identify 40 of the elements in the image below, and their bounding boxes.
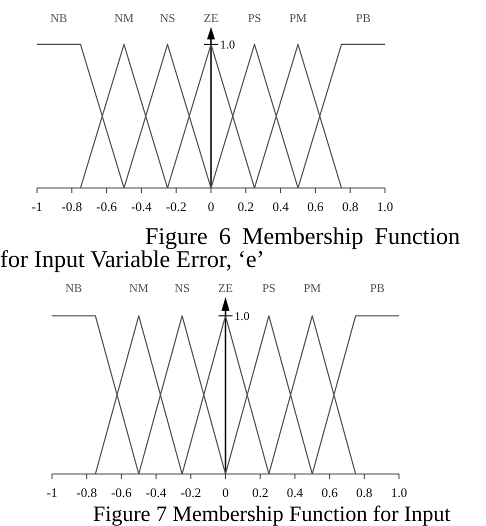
x-tick-label: -0.8 xyxy=(76,485,97,500)
x-tick-label: 0 xyxy=(222,485,229,500)
series-label: NB xyxy=(65,281,82,295)
x-tick-label: -0.4 xyxy=(131,199,152,214)
series-label: PB xyxy=(356,11,371,25)
series-label: NS xyxy=(174,281,190,295)
series-label: NM xyxy=(114,11,134,25)
x-tick-label: 0.4 xyxy=(272,199,290,214)
series-label: NM xyxy=(129,281,149,295)
x-tick-label: -0.2 xyxy=(180,485,202,500)
annotation: 1.0 xyxy=(234,308,250,323)
caption: Figure 7 Membership Function for Input xyxy=(92,501,452,526)
x-tick-label: 0.2 xyxy=(238,199,254,214)
x-tick-label: -0.2 xyxy=(166,199,186,214)
x-tick-label: -0.4 xyxy=(146,485,167,500)
series-label: ZE xyxy=(218,281,233,295)
caption: Figure 6 Membership Function for Input Variable Error, ‘e’ xyxy=(0,224,460,273)
series-label: PM xyxy=(304,281,322,295)
x-tick-label: -1 xyxy=(46,485,58,500)
series-label: ZE xyxy=(204,11,218,25)
x-tick-label: -0.8 xyxy=(62,199,82,214)
x-tick-label: 1.0 xyxy=(390,485,408,500)
x-tick-label: -0.6 xyxy=(111,485,132,500)
annotation: 1.0 xyxy=(220,37,235,52)
series-label: PS xyxy=(262,281,276,295)
series-label: NS xyxy=(160,11,176,25)
series-label: PM xyxy=(289,11,307,25)
series-label: NB xyxy=(50,11,68,25)
x-tick-label: 1.0 xyxy=(376,199,394,214)
series-label: PB xyxy=(370,281,385,295)
x-tick-label: 0 xyxy=(208,199,214,214)
x-tick-label: 0.4 xyxy=(286,485,304,500)
x-tick-label: -1 xyxy=(32,199,42,214)
x-tick-label: 0.2 xyxy=(252,485,268,500)
series-label: PS xyxy=(248,11,262,25)
x-tick-label: -0.6 xyxy=(96,199,118,214)
x-tick-label: 0.8 xyxy=(342,199,358,214)
x-tick-label: 0.6 xyxy=(307,199,324,214)
x-tick-label: 0.8 xyxy=(356,485,372,500)
x-tick-label: 0.6 xyxy=(321,485,338,500)
